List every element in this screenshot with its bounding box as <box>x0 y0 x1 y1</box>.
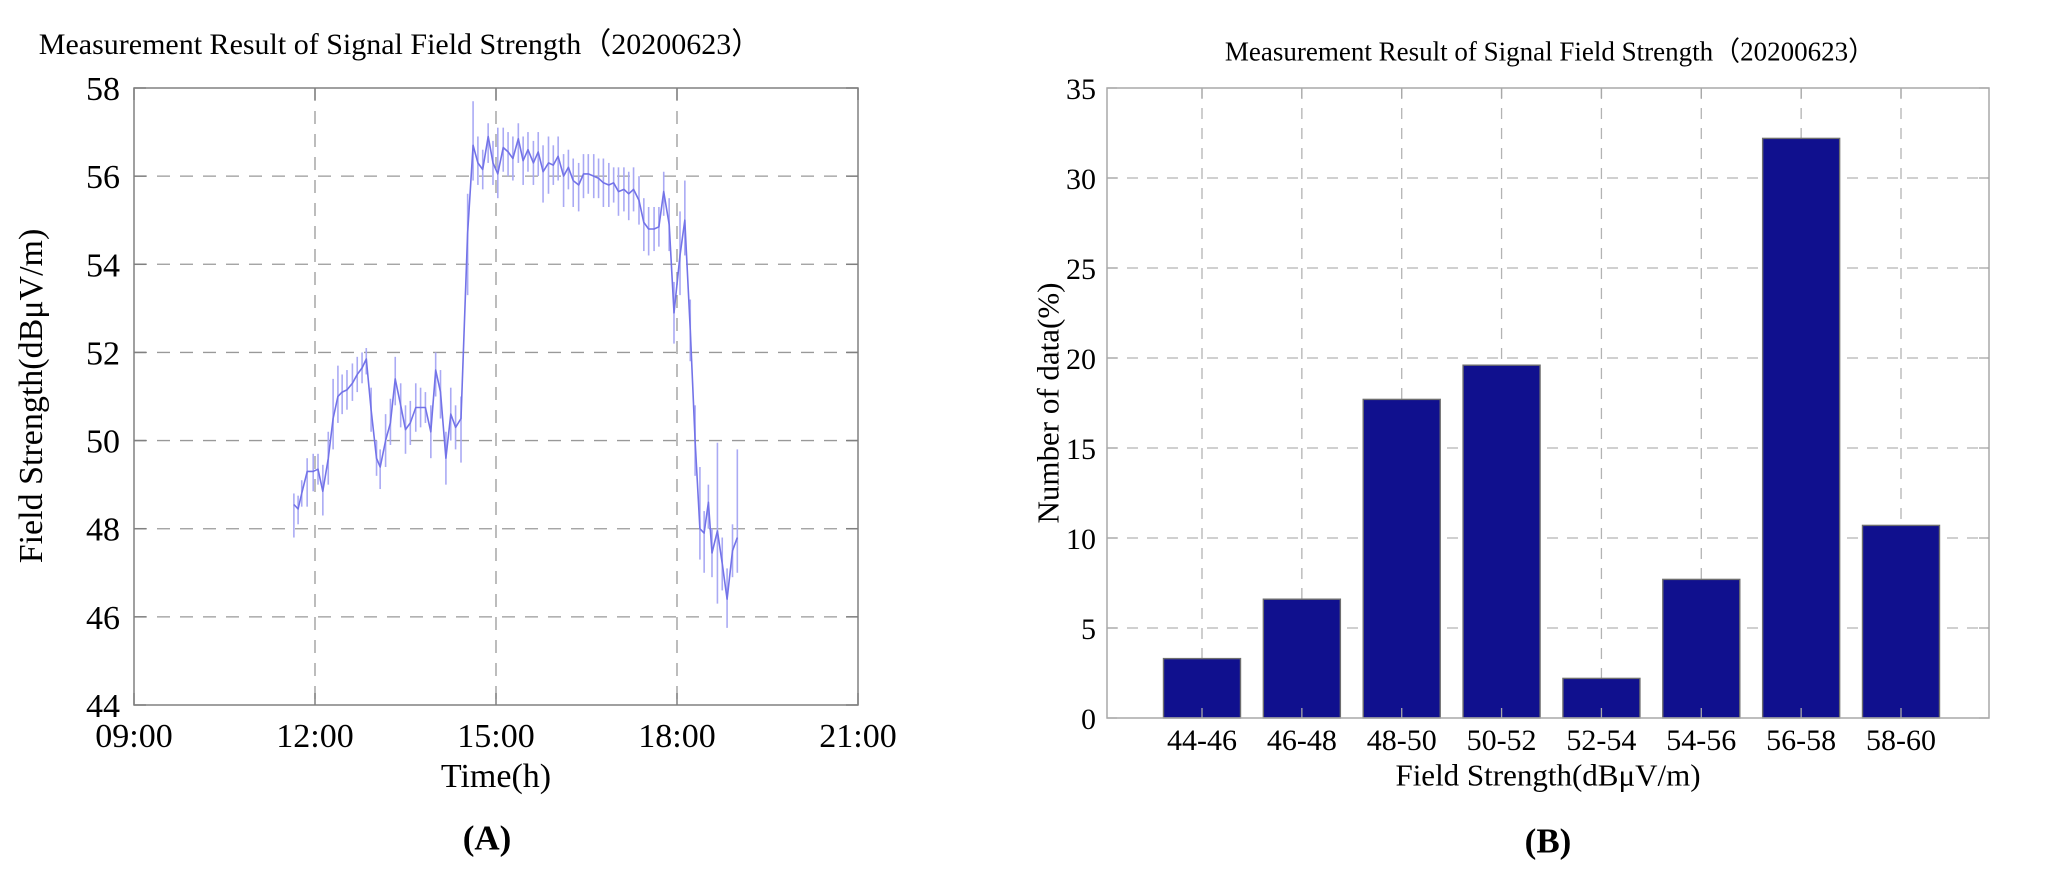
y-tick-label: 5 <box>1081 613 1096 646</box>
line-chart-x-axis-label: Time(h) <box>440 758 552 795</box>
error-bars <box>293 101 739 628</box>
y-tick-label: 46 <box>86 600 120 637</box>
grid-lines <box>134 88 858 705</box>
y-tick-label: 0 <box>1081 703 1096 736</box>
bin-label: 58-60 <box>1866 724 1936 757</box>
x-tick-label: 15:00 <box>457 718 534 755</box>
axis-ticks <box>1107 87 1989 719</box>
x-tick-labels: 09:00 12:00 15:00 18:00 21:00 <box>95 718 896 755</box>
y-tick-label: 44 <box>86 688 120 725</box>
y-tick-label: 54 <box>86 247 120 284</box>
x-tick-label: 21:00 <box>819 718 896 755</box>
y-tick-label: 56 <box>86 159 120 196</box>
bar-58-60 <box>1861 524 1941 719</box>
bar-chart-field-strength-histogram: 0 5 10 15 20 25 30 35 44-46 46-48 48-50 50-52 52-54 5… <box>1066 73 1990 757</box>
bar-chart-title: Measurement Result of Signal Field Stren… <box>1224 36 1876 67</box>
bin-label: 48-50 <box>1367 724 1437 757</box>
y-tick-label: 58 <box>86 71 120 108</box>
y-tick-label: 30 <box>1066 163 1096 196</box>
y-tick-labels: 0 5 10 15 20 25 30 35 <box>1066 73 1096 736</box>
line-chart-y-axis-label: Field Strength(dBμV/m) <box>13 228 50 564</box>
bin-label: 50-52 <box>1467 724 1537 757</box>
bin-label: 56-58 <box>1766 724 1836 757</box>
bin-label: 54-56 <box>1666 724 1736 757</box>
y-tick-label: 15 <box>1066 433 1096 466</box>
subfigure-b-caption: (B) <box>1524 821 1572 861</box>
plot-frame <box>1106 87 1990 719</box>
bar-56-58 <box>1761 137 1841 719</box>
bar-54-56 <box>1662 578 1741 719</box>
line-chart-title: Measurement Result of Signal Field Stren… <box>38 28 762 61</box>
bar-48-50 <box>1362 398 1441 719</box>
y-tick-label: 20 <box>1066 343 1096 376</box>
bar-50-52 <box>1462 364 1541 719</box>
histogram-bars <box>1162 137 1941 719</box>
bar-chart-x-axis-label: Field Strength(dBμV/m) <box>1395 757 1701 793</box>
signal-line <box>293 135 739 601</box>
x-tick-label: 09:00 <box>95 718 172 755</box>
line-chart-signal-field-strength: 44 46 48 50 52 54 56 58 09:00 12:00 15:00 18:00 21:0… <box>86 71 897 755</box>
axis-ticks <box>133 87 859 706</box>
y-tick-label: 35 <box>1066 73 1096 106</box>
y-tick-label: 52 <box>86 335 120 372</box>
y-tick-label: 50 <box>86 424 120 461</box>
y-tick-labels: 44 46 48 50 52 54 56 58 <box>86 71 120 725</box>
bar-chart-y-axis-label: Number of data(%) <box>1030 282 1066 524</box>
x-tick-label: 12:00 <box>276 718 353 755</box>
y-tick-label: 48 <box>86 512 120 549</box>
y-tick-label: 10 <box>1066 523 1096 556</box>
grid-lines <box>1107 88 1989 718</box>
x-tick-labels: 44-46 46-48 48-50 50-52 52-54 54-56 56-58 58-60 <box>1167 724 1936 757</box>
bin-label: 52-54 <box>1566 724 1636 757</box>
subfigure-a-caption: (A) <box>462 818 512 858</box>
bar-46-48 <box>1262 598 1342 719</box>
bin-label: 44-46 <box>1167 724 1237 757</box>
bin-label: 46-48 <box>1267 724 1337 757</box>
x-tick-label: 18:00 <box>638 718 715 755</box>
y-tick-label: 25 <box>1066 253 1096 286</box>
